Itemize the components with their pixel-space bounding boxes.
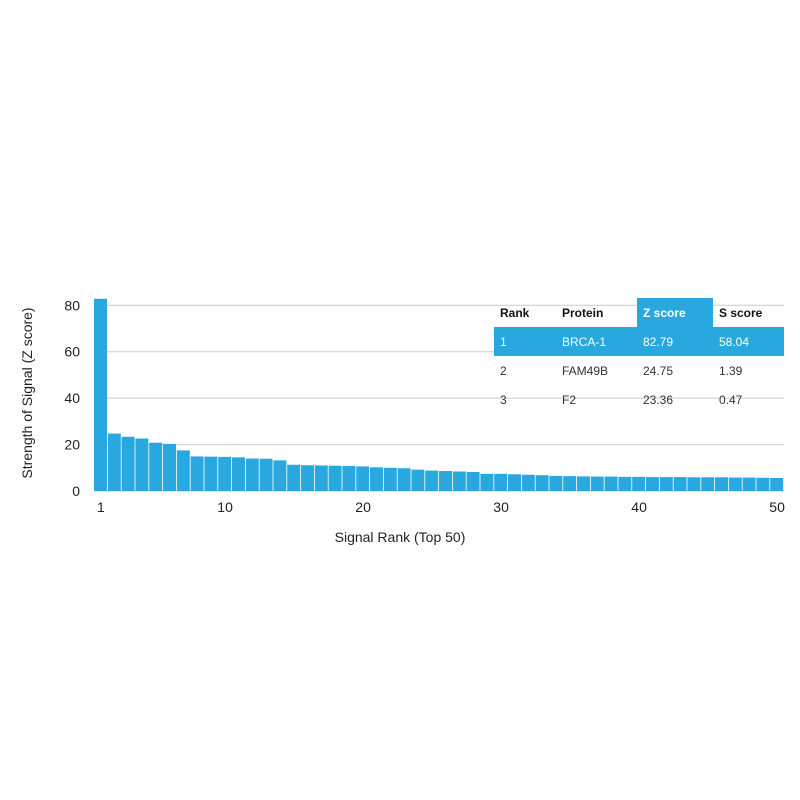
- bar-40: [632, 476, 646, 491]
- bar-2: [107, 433, 121, 491]
- bar-48: [742, 477, 756, 491]
- cell-z-score: 24.75: [643, 363, 674, 378]
- bar-19: [342, 465, 356, 491]
- x-tick-label: 40: [631, 499, 647, 515]
- x-tick-label: 20: [355, 499, 371, 515]
- bar-22: [383, 467, 397, 491]
- header-protein: Protein: [562, 305, 604, 320]
- y-tick-label: 80: [64, 297, 80, 313]
- cell-protein: FAM49B: [562, 363, 609, 378]
- bar-27: [452, 471, 466, 491]
- header-z-score: Z score: [637, 298, 713, 327]
- bar-6: [163, 443, 176, 491]
- bar-10: [218, 456, 232, 491]
- y-tick-label: 60: [64, 344, 80, 360]
- bar-24: [411, 469, 425, 491]
- y-tick-label: 20: [64, 437, 80, 453]
- bar-7: [176, 450, 190, 491]
- table-row: 1 BRCA-1 82.79 58.04: [494, 327, 784, 356]
- x-tick-label: 1: [97, 499, 105, 515]
- cell-rank: 2: [500, 363, 507, 378]
- bar-31: [508, 474, 521, 491]
- bar-11: [232, 457, 245, 491]
- bar-49: [756, 477, 770, 491]
- bar-4: [135, 438, 149, 491]
- x-tick-label: 30: [493, 499, 509, 515]
- x-tick-label: 10: [217, 499, 233, 515]
- cell-protein: BRCA-1: [556, 327, 637, 356]
- y-axis-title: Strength of Signal (Z score): [19, 307, 35, 478]
- bar-17: [314, 465, 328, 491]
- bar-3: [121, 436, 135, 491]
- bar-41: [646, 477, 659, 491]
- bar-38: [604, 476, 618, 491]
- bar-29: [480, 473, 494, 491]
- bar-14: [273, 460, 287, 491]
- x-tick-label: 50: [769, 499, 785, 515]
- bar-8: [190, 456, 204, 491]
- y-tick-label: 40: [64, 390, 80, 406]
- bar-13: [259, 458, 273, 491]
- bar-20: [356, 466, 370, 491]
- bar-12: [245, 458, 259, 491]
- bar-50: [770, 478, 784, 491]
- bar-9: [204, 456, 218, 491]
- bar-21: [370, 467, 383, 491]
- bar-44: [687, 477, 701, 491]
- y-tick-labels: 0 20 40 60 80: [64, 297, 80, 499]
- bars: [94, 298, 784, 491]
- header-s-score: S score: [719, 305, 763, 320]
- cell-rank: 3: [500, 392, 507, 407]
- bar-25: [425, 470, 439, 491]
- bar-1: [94, 298, 107, 491]
- cell-s-score: 1.39: [719, 363, 743, 378]
- bar-18: [328, 465, 342, 491]
- cell-protein: F2: [562, 392, 577, 407]
- bar-16: [301, 465, 314, 491]
- bar-26: [439, 471, 452, 491]
- bar-45: [701, 477, 715, 491]
- cell-z-score: 82.79: [637, 327, 713, 356]
- bar-47: [728, 477, 742, 491]
- bar-34: [549, 475, 563, 491]
- bar-30: [494, 473, 508, 491]
- bar-5: [149, 442, 163, 491]
- y-tick-label: 0: [72, 483, 80, 499]
- table-row: 3 F2 23.36 0.47: [494, 385, 784, 414]
- bar-15: [287, 464, 301, 491]
- cell-s-score: 0.47: [719, 392, 743, 407]
- bar-42: [659, 477, 673, 491]
- table-header-row: Rank Protein Z score S score: [494, 298, 784, 327]
- bar-35: [563, 476, 577, 491]
- score-table: Rank Protein Z score S score 1 BRCA-1 82…: [494, 298, 784, 414]
- bar-36: [577, 476, 590, 491]
- x-tick-labels: 1 10 20 30 40 50: [97, 499, 785, 515]
- bar-28: [466, 471, 480, 491]
- table-row: 2 FAM49B 24.75 1.39: [494, 356, 784, 385]
- bar-23: [397, 468, 411, 491]
- header-rank: Rank: [500, 305, 530, 320]
- bar-32: [521, 474, 535, 491]
- cell-rank: 1: [494, 327, 556, 356]
- cell-z-score: 23.36: [643, 392, 674, 407]
- x-axis-title: Signal Rank (Top 50): [335, 529, 466, 545]
- bar-37: [590, 476, 604, 491]
- bar-43: [673, 477, 687, 491]
- cell-s-score: 58.04: [713, 327, 784, 356]
- bar-39: [618, 476, 632, 491]
- bar-46: [715, 477, 728, 491]
- bar-33: [535, 475, 549, 491]
